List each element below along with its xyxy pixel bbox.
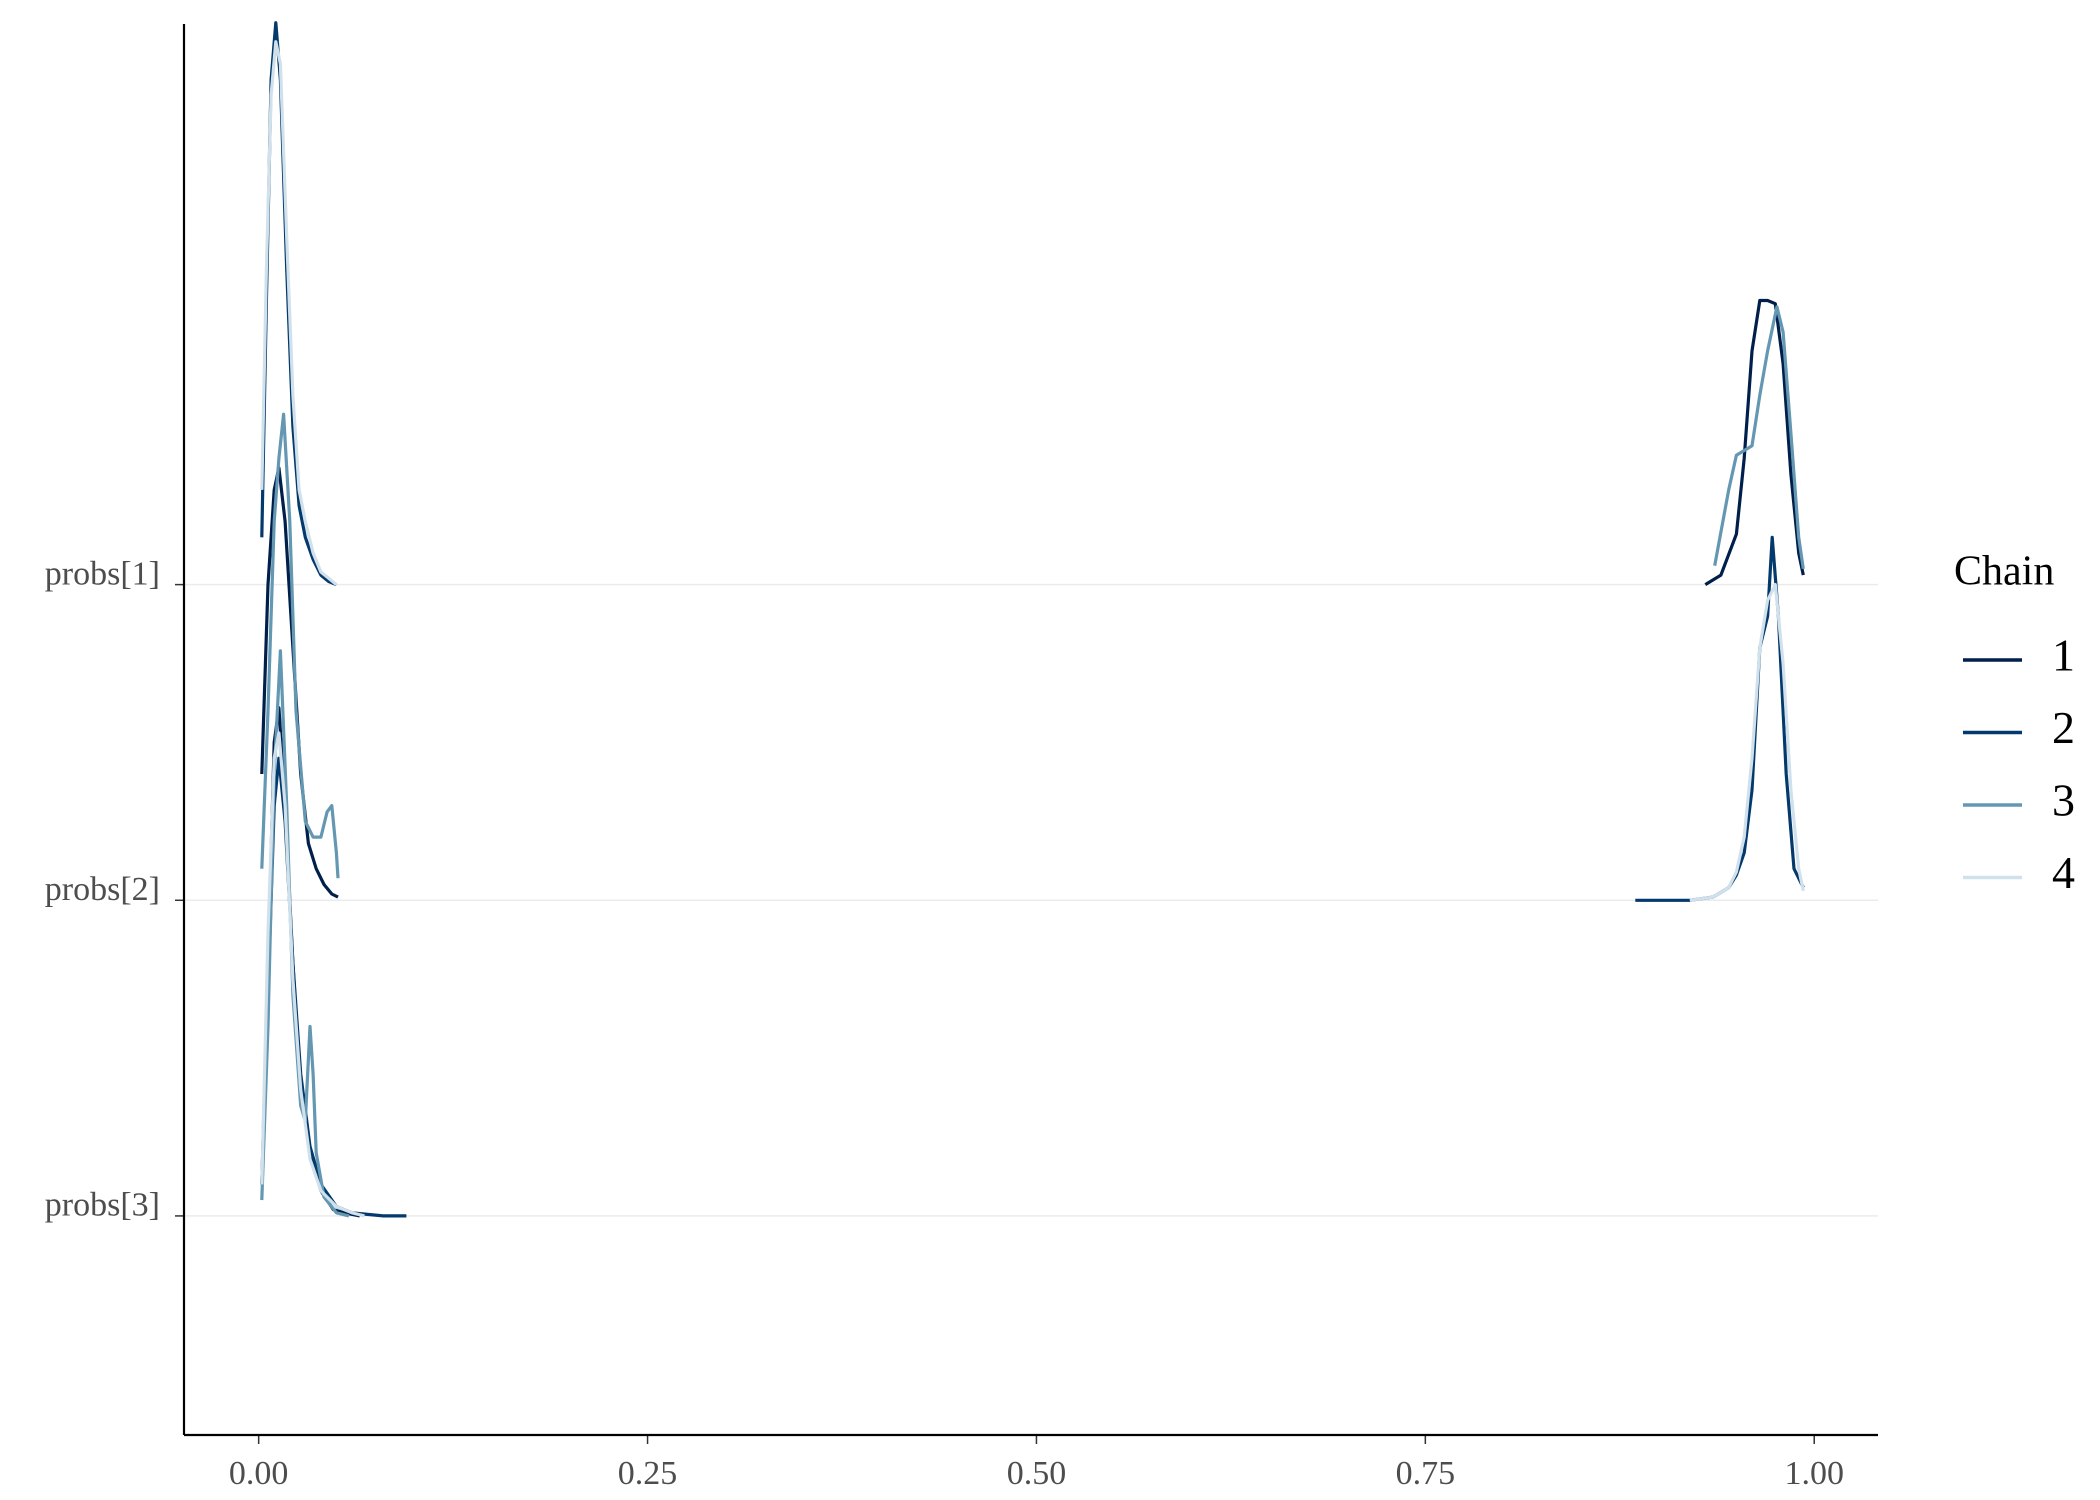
density-line	[1713, 305, 1805, 570]
legend-label: 2	[2052, 702, 2075, 753]
density-line	[260, 40, 338, 586]
legend-label: 3	[2052, 775, 2075, 826]
x-tick-label: 0.75	[1396, 1455, 1456, 1492]
x-tick-label: 0.50	[1007, 1455, 1067, 1492]
x-tick-label: 0.25	[618, 1455, 678, 1492]
y-tick-label: probs[1]	[45, 555, 160, 592]
y-tick-label: probs[2]	[45, 871, 160, 908]
x-tick-label: 0.00	[229, 1455, 289, 1492]
density-line	[260, 412, 340, 879]
legend-label: 1	[2052, 630, 2075, 681]
density-line	[1704, 298, 1805, 586]
density-line	[1635, 535, 1805, 902]
y-tick-label: probs[3]	[45, 1187, 160, 1224]
legend-title: Chain	[1954, 549, 2054, 595]
density-line	[260, 731, 365, 1218]
legend-label: 4	[2052, 847, 2075, 898]
x-tick-label: 1.00	[1784, 1455, 1844, 1492]
density-line	[1689, 583, 1805, 902]
